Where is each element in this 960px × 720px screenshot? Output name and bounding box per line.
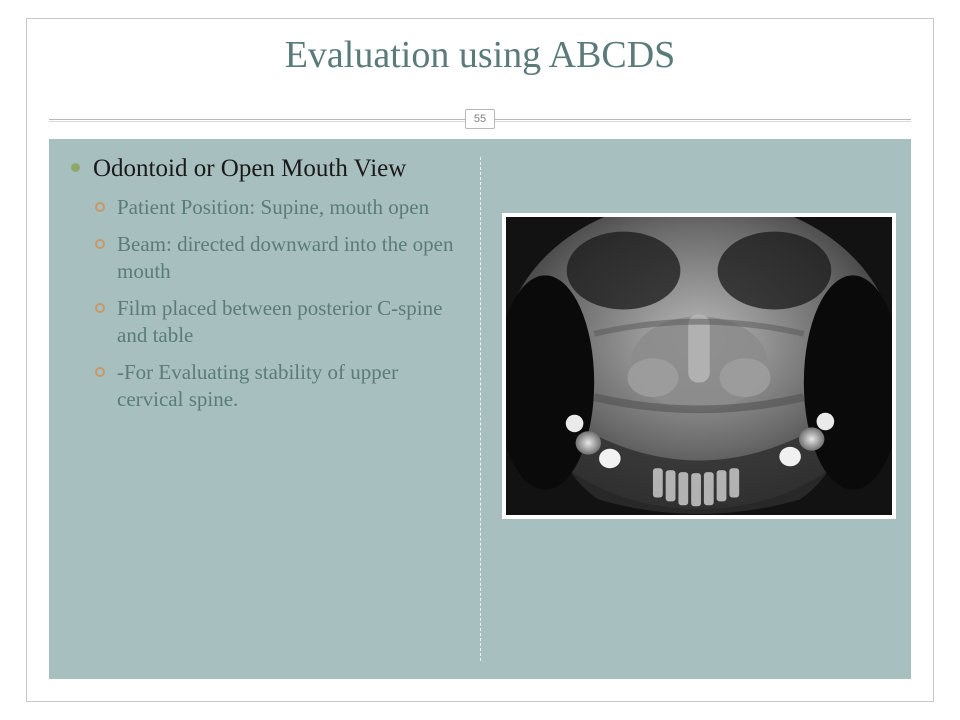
ring-bullet-icon — [95, 367, 105, 377]
ring-bullet-icon — [95, 202, 105, 212]
list-item: Patient Position: Supine, mouth open — [93, 194, 462, 221]
page-number-badge: 55 — [465, 109, 495, 129]
sub-bullet-text: Beam: directed downward into the open mo… — [117, 231, 462, 285]
ring-bullet-icon — [95, 303, 105, 313]
title-area: Evaluation using ABCDS — [27, 19, 933, 105]
left-column: Odontoid or Open Mouth View Patient Posi… — [49, 139, 480, 679]
xray-illustration-icon — [506, 217, 892, 515]
list-item: -For Evaluating stability of upper cervi… — [93, 359, 462, 413]
columns: Odontoid or Open Mouth View Patient Posi… — [49, 139, 911, 679]
slide-frame: Evaluation using ABCDS 55 Odontoid or Op… — [26, 18, 934, 702]
list-item: Film placed between posterior C-spine an… — [93, 295, 462, 349]
list-item: Odontoid or Open Mouth View Patient Posi… — [69, 153, 462, 412]
ring-bullet-icon — [95, 239, 105, 249]
list-item: Beam: directed downward into the open mo… — [93, 231, 462, 285]
content-panel: Odontoid or Open Mouth View Patient Posi… — [49, 139, 911, 679]
right-column — [480, 139, 911, 679]
disc-bullet-icon — [71, 163, 80, 172]
top-bullet-text: Odontoid or Open Mouth View — [93, 153, 462, 184]
sub-bullet-text: -For Evaluating stability of upper cervi… — [117, 359, 462, 413]
sub-bullet-text: Film placed between posterior C-spine an… — [117, 295, 462, 349]
bullet-list: Odontoid or Open Mouth View Patient Posi… — [69, 153, 462, 412]
odontoid-xray-image — [502, 213, 896, 519]
sub-bullet-text: Patient Position: Supine, mouth open — [117, 194, 462, 221]
slide-title: Evaluation using ABCDS — [27, 33, 933, 77]
sub-bullet-list: Patient Position: Supine, mouth open Bea… — [93, 194, 462, 412]
title-rule: 55 — [27, 105, 933, 135]
